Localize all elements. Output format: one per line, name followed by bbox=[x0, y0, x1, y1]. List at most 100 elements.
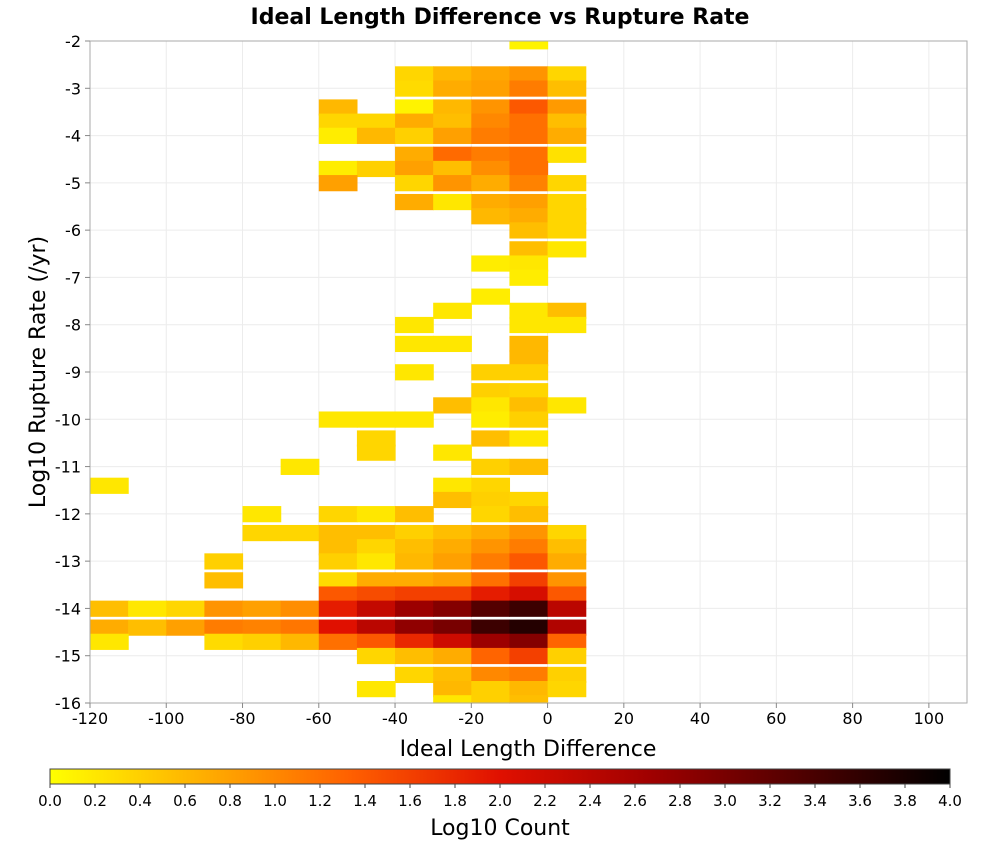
heatmap-cell bbox=[280, 600, 320, 617]
heatmap-cell bbox=[395, 335, 434, 353]
y-tick-label: -3 bbox=[65, 79, 81, 98]
heatmap-cell bbox=[395, 80, 434, 97]
heatmap-cell bbox=[433, 681, 472, 698]
heatmap-cell bbox=[471, 193, 511, 211]
heatmap-cell bbox=[395, 316, 434, 334]
heatmap-cell bbox=[509, 430, 549, 447]
heatmap-cell bbox=[204, 553, 244, 570]
x-tick-label: 80 bbox=[842, 709, 862, 728]
heatmap-cell bbox=[433, 524, 472, 542]
heatmap-cell bbox=[509, 160, 549, 178]
colorbar-tick-label: 0.4 bbox=[128, 792, 152, 810]
heatmap-cell bbox=[395, 633, 434, 650]
heatmap-cell bbox=[471, 539, 511, 556]
heatmap-cell bbox=[395, 127, 434, 144]
heatmap-cell bbox=[509, 364, 549, 381]
heatmap-cell bbox=[318, 600, 358, 617]
heatmap-cell bbox=[471, 506, 511, 523]
heatmap-cell bbox=[471, 695, 511, 704]
y-tick-label: -4 bbox=[65, 127, 81, 146]
heatmap-cell bbox=[128, 619, 167, 636]
colorbar-tick-label: 0.6 bbox=[173, 792, 197, 810]
y-tick-label: -5 bbox=[65, 174, 81, 193]
heatmap-cell bbox=[318, 553, 358, 570]
heatmap-cell bbox=[242, 524, 282, 542]
y-tick-label: -16 bbox=[55, 694, 81, 713]
x-axis-label: Ideal Length Difference bbox=[400, 737, 657, 762]
heatmap-cell bbox=[433, 572, 472, 589]
heatmap-cell bbox=[318, 99, 358, 116]
heatmap-cell bbox=[509, 553, 549, 570]
heatmap-cell bbox=[471, 458, 511, 475]
heatmap-cell bbox=[395, 619, 434, 636]
y-tick-label: -10 bbox=[55, 410, 81, 429]
heatmap-cell bbox=[433, 647, 472, 665]
heatmap-cell bbox=[318, 113, 358, 130]
heatmap-cell bbox=[166, 619, 205, 636]
heatmap-cell bbox=[471, 600, 511, 617]
heatmap-cell bbox=[547, 316, 587, 334]
heatmap-cell bbox=[509, 491, 549, 509]
heatmap-cell bbox=[395, 539, 434, 556]
heatmap-cell bbox=[509, 146, 549, 163]
y-tick-label: -14 bbox=[55, 599, 81, 618]
heatmap-cell bbox=[547, 127, 587, 144]
heatmap-cell bbox=[509, 681, 549, 698]
heatmap-cell bbox=[356, 506, 396, 523]
colorbar-ticks: 0.0 0.2 0.4 0.6 0.8 1.0 1.2 1.4 1.6 1.8 2.0 2.2 2.4 2… bbox=[38, 784, 962, 810]
heatmap-cell bbox=[242, 619, 282, 636]
heatmap-cell bbox=[547, 586, 587, 603]
heatmap-cell bbox=[395, 175, 434, 192]
colorbar-tick-label: 1.8 bbox=[443, 792, 467, 810]
heatmap-cell bbox=[509, 208, 549, 225]
heatmap-cell bbox=[280, 633, 320, 650]
heatmap-cell bbox=[395, 66, 434, 83]
heatmap-cell bbox=[433, 80, 472, 97]
y-tick-label: -13 bbox=[55, 552, 81, 571]
heatmap-cell bbox=[547, 539, 587, 556]
heatmap-cell bbox=[433, 113, 472, 130]
heatmap-cell bbox=[318, 506, 358, 523]
colorbar-tick-label: 0.8 bbox=[218, 792, 242, 810]
heatmap-cell bbox=[509, 586, 549, 603]
heatmap-cell bbox=[433, 175, 472, 192]
heatmap-cell bbox=[471, 175, 511, 192]
heatmap-cell bbox=[471, 586, 511, 603]
y-tick-label: -12 bbox=[55, 505, 81, 524]
heatmap-cell bbox=[433, 491, 472, 509]
heatmap-cell bbox=[433, 335, 472, 353]
heatmap-cell bbox=[318, 175, 358, 192]
heatmap-cell bbox=[509, 647, 549, 665]
heatmap-cell bbox=[471, 208, 511, 225]
heatmap-cell bbox=[356, 127, 396, 144]
heatmap-cell bbox=[395, 146, 434, 163]
heatmap-cell bbox=[471, 80, 511, 97]
x-tick-label: 0 bbox=[542, 709, 552, 728]
colorbar-tick-label: 2.0 bbox=[488, 792, 512, 810]
heatmap-cell bbox=[547, 633, 587, 650]
heatmap-cell bbox=[471, 397, 511, 414]
heatmap-cell bbox=[509, 302, 549, 319]
heatmap-cell bbox=[509, 127, 549, 144]
heatmap-cell bbox=[547, 241, 587, 258]
colorbar-tick-label: 0.0 bbox=[38, 792, 62, 810]
heatmap-cell bbox=[509, 41, 549, 50]
heatmap-cell bbox=[509, 113, 549, 130]
heatmap-cell bbox=[471, 477, 511, 494]
colorbar-tick-label: 1.2 bbox=[308, 792, 332, 810]
colorbar-tick-label: 1.4 bbox=[353, 792, 377, 810]
x-tick-label: -60 bbox=[306, 709, 332, 728]
heatmap-cell bbox=[280, 524, 320, 542]
heatmap-cell bbox=[547, 600, 587, 617]
heatmap-cell bbox=[471, 99, 511, 116]
heatmap-cell bbox=[471, 681, 511, 698]
x-tick-label: -80 bbox=[229, 709, 255, 728]
heatmap-cell bbox=[547, 66, 587, 83]
heatmap-cell bbox=[509, 458, 549, 475]
heatmap-cell bbox=[471, 647, 511, 665]
heatmap-cell bbox=[356, 572, 396, 589]
heatmap-cell bbox=[356, 430, 396, 447]
heatmap-cell bbox=[471, 383, 511, 400]
x-tick-label: -40 bbox=[382, 709, 408, 728]
y-tick-label: -7 bbox=[65, 268, 81, 287]
